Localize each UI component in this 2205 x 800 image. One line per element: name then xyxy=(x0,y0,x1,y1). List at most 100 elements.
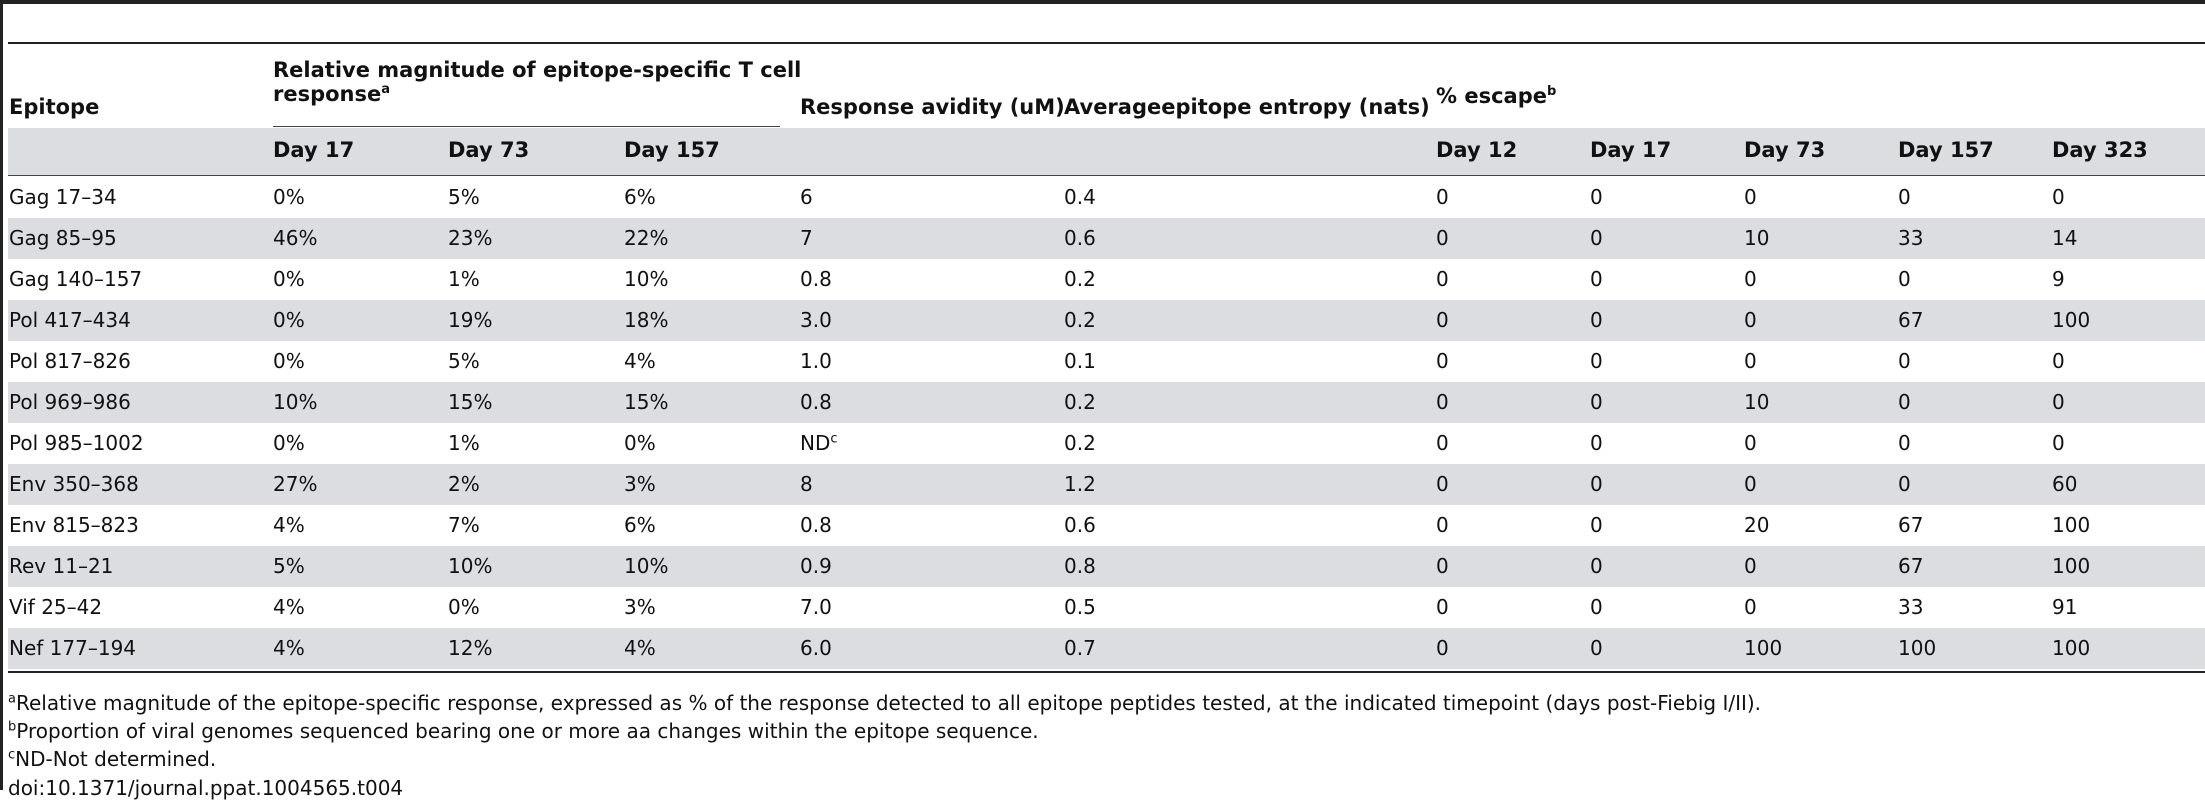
cell-magnitude-day-3-text: 0% xyxy=(624,431,656,455)
cell-epitope-text: Rev 11–21 xyxy=(9,554,114,578)
cell-escape-day-1: 0 xyxy=(1436,628,1449,669)
header-entropy: Averageepitope entropy (nats) xyxy=(1064,95,1430,119)
cell-magnitude-day-1-text: 0% xyxy=(273,431,305,455)
cell-escape-day-4-text: 67 xyxy=(1898,513,1924,537)
cell-magnitude-day-3-text: 3% xyxy=(624,472,656,496)
header-magnitude-day-1: Day 17 xyxy=(273,138,355,162)
cell-escape-day-1: 0 xyxy=(1436,218,1449,259)
header-magnitude-day-2: Day 73 xyxy=(448,138,530,162)
cell-escape-day-5: 0 xyxy=(2052,423,2065,464)
cell-entropy: 0.5 xyxy=(1064,587,1096,628)
cell-avidity: 6 xyxy=(800,177,813,218)
cell-avidity: 3.0 xyxy=(800,300,832,341)
cell-avidity-text: 1.0 xyxy=(800,349,832,373)
cell-magnitude-day-2-text: 23% xyxy=(448,226,493,250)
header-magnitude-line2: responsea xyxy=(273,82,391,106)
cell-magnitude-day-3-text: 18% xyxy=(624,308,669,332)
avidity-footnote-marker: c xyxy=(830,431,838,447)
cell-escape-day-1-text: 0 xyxy=(1436,349,1449,373)
table-row: Pol 985–1002 0% 1% 0% NDc 0.2 0 0 0 0 0 xyxy=(8,423,2205,464)
cell-avidity: 0.8 xyxy=(800,259,832,300)
cell-epitope: Env 350–368 xyxy=(9,464,139,505)
cell-magnitude-day-2: 10% xyxy=(448,546,492,587)
cell-entropy-text: 0.2 xyxy=(1064,267,1096,291)
footnote-c: cND-Not determined. xyxy=(8,747,216,771)
cell-magnitude-day-3: 18% xyxy=(624,300,668,341)
cell-escape-day-2: 0 xyxy=(1590,587,1603,628)
header-escape-day-5: Day 323 xyxy=(2052,138,2148,162)
footnote-marker: a xyxy=(8,691,16,707)
cell-magnitude-day-3-text: 10% xyxy=(624,267,669,291)
header-escape-day-1: Day 12 xyxy=(1436,138,1518,162)
cell-magnitude-day-2-text: 7% xyxy=(448,513,480,537)
footnote-text: ND-Not determined. xyxy=(15,747,217,771)
cell-escape-day-3-text: 0 xyxy=(1744,595,1757,619)
cell-magnitude-day-2: 23% xyxy=(448,218,492,259)
cell-escape-day-5: 0 xyxy=(2052,341,2065,382)
cell-epitope-text: Pol 817–826 xyxy=(9,349,131,373)
header-epitope: Epitope xyxy=(9,95,100,119)
cell-epitope: Vif 25–42 xyxy=(9,587,102,628)
table-row: Env 815–823 4% 7% 6% 0.8 0.6 0 0 20 67 100 xyxy=(8,505,2205,546)
cell-escape-day-4: 67 xyxy=(1898,300,1923,341)
cell-magnitude-day-2: 5% xyxy=(448,177,480,218)
cell-escape-day-4-text: 100 xyxy=(1898,636,1937,660)
cell-entropy: 0.2 xyxy=(1064,300,1096,341)
cell-epitope-text: Gag 140–157 xyxy=(9,267,143,291)
cell-escape-day-2-text: 0 xyxy=(1590,636,1603,660)
cell-magnitude-day-3: 3% xyxy=(624,587,656,628)
cell-escape-day-3: 0 xyxy=(1744,423,1757,464)
header-magnitude-day-3: Day 157 xyxy=(624,138,720,162)
cell-escape-day-4: 0 xyxy=(1898,259,1911,300)
table-row: Pol 817–826 0% 5% 4% 1.0 0.1 0 0 0 0 0 xyxy=(8,341,2205,382)
cell-magnitude-day-3-text: 3% xyxy=(624,595,656,619)
cell-escape-day-1: 0 xyxy=(1436,546,1449,587)
cell-magnitude-day-1: 0% xyxy=(273,177,305,218)
cell-avidity-text: 7 xyxy=(800,226,813,250)
cell-magnitude-day-3-text: 10% xyxy=(624,554,669,578)
cell-epitope: Gag 17–34 xyxy=(9,177,117,218)
cell-escape-day-2-text: 0 xyxy=(1590,185,1603,209)
footnote-marker: c xyxy=(8,747,16,763)
cell-magnitude-day-1-text: 27% xyxy=(273,472,318,496)
cell-escape-day-2: 0 xyxy=(1590,423,1603,464)
cell-escape-day-4-text: 0 xyxy=(1898,472,1911,496)
cell-entropy: 0.6 xyxy=(1064,505,1096,546)
cell-escape-day-3-text: 0 xyxy=(1744,431,1757,455)
cell-escape-day-3: 20 xyxy=(1744,505,1769,546)
cell-magnitude-day-3: 15% xyxy=(624,382,668,423)
cell-escape-day-2-text: 0 xyxy=(1590,267,1603,291)
footnote-a: aRelative magnitude of the epitope-speci… xyxy=(8,691,1761,715)
cell-escape-day-1: 0 xyxy=(1436,423,1449,464)
cell-entropy-text: 0.5 xyxy=(1064,595,1096,619)
table-row: Env 350–368 27% 2% 3% 8 1.2 0 0 0 0 60 xyxy=(8,464,2205,505)
cell-avidity: 7.0 xyxy=(800,587,832,628)
cell-magnitude-day-2: 2% xyxy=(448,464,480,505)
cell-escape-day-1-text: 0 xyxy=(1436,554,1449,578)
cell-magnitude-day-3-text: 15% xyxy=(624,390,669,414)
cell-entropy-text: 1.2 xyxy=(1064,472,1096,496)
header-bottom-rule xyxy=(8,175,2205,176)
cell-magnitude-day-3: 6% xyxy=(624,177,656,218)
cell-escape-day-1-text: 0 xyxy=(1436,595,1449,619)
cell-escape-day-5: 9 xyxy=(2052,259,2065,300)
cell-escape-day-2-text: 0 xyxy=(1590,554,1603,578)
cell-magnitude-day-1: 0% xyxy=(273,341,305,382)
cell-escape-day-5-text: 60 xyxy=(2052,472,2078,496)
cell-escape-day-2: 0 xyxy=(1590,628,1603,669)
cell-entropy-text: 0.2 xyxy=(1064,431,1096,455)
cell-magnitude-day-3: 4% xyxy=(624,628,656,669)
cell-escape-day-3-text: 0 xyxy=(1744,349,1757,373)
doi-text: doi:10.1371/journal.ppat.1004565.t004 xyxy=(8,776,404,800)
cell-escape-day-2: 0 xyxy=(1590,464,1603,505)
cell-epitope: Pol 985–1002 xyxy=(9,423,144,464)
cell-magnitude-day-2-text: 5% xyxy=(448,185,480,209)
cell-magnitude-day-3: 22% xyxy=(624,218,668,259)
cell-magnitude-day-1-text: 0% xyxy=(273,349,305,373)
cell-escape-day-2-text: 0 xyxy=(1590,308,1603,332)
table-row: Gag 85–95 46% 23% 22% 7 0.6 0 0 10 33 14 xyxy=(8,218,2205,259)
cell-escape-day-5-text: 100 xyxy=(2052,513,2091,537)
cell-escape-day-4-text: 0 xyxy=(1898,185,1911,209)
cell-escape-day-2: 0 xyxy=(1590,300,1603,341)
